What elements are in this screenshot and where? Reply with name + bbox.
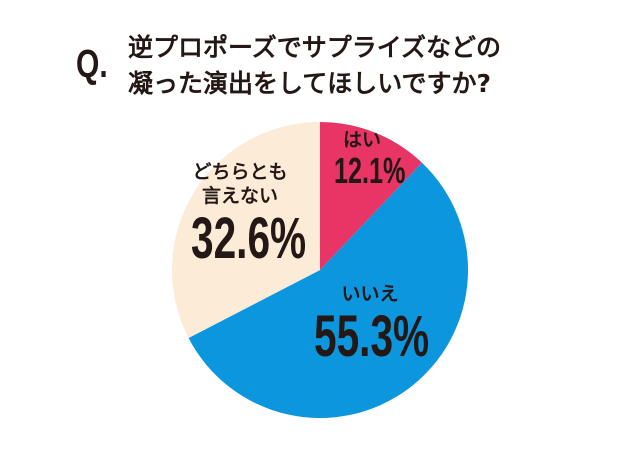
- slice-yes: [320, 122, 422, 270]
- slice-neither: [171, 122, 320, 339]
- chart-title: 逆プロポーズでサプライズなどの 凝った演出をしてほしいですか?: [128, 33, 502, 98]
- label-neither: どちらとも 言えない 32.6%: [170, 160, 310, 270]
- slice-no: [188, 162, 468, 418]
- slice-value-yes: 12.1%: [334, 150, 406, 191]
- slice-label-yes: はい: [342, 129, 381, 151]
- label-no: いいえ 55.3%: [290, 282, 450, 368]
- label-yes: はい 12.1%: [322, 128, 406, 191]
- slice-value-no: 55.3%: [314, 304, 430, 369]
- slice-label-neither: どちらとも 言えない: [192, 161, 288, 207]
- question-mark: Q.: [76, 42, 108, 86]
- slice-value-neither: 32.6%: [191, 206, 307, 271]
- slice-label-no: いいえ: [341, 283, 399, 305]
